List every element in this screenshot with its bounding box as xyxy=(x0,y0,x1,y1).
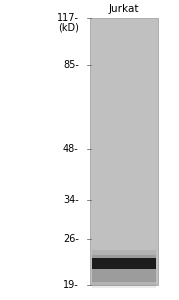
Bar xyxy=(90,18,158,285)
Text: 34-: 34- xyxy=(63,194,79,205)
Bar xyxy=(91,255,156,282)
Text: 117-: 117- xyxy=(57,13,79,23)
Text: 19-: 19- xyxy=(63,280,79,290)
Text: 26-: 26- xyxy=(63,234,79,244)
Text: Jurkat: Jurkat xyxy=(108,4,139,14)
Bar xyxy=(91,258,156,269)
Text: 85-: 85- xyxy=(63,60,79,70)
Text: (kD): (kD) xyxy=(58,22,79,32)
Text: 48-: 48- xyxy=(63,144,79,154)
Bar xyxy=(91,250,156,288)
